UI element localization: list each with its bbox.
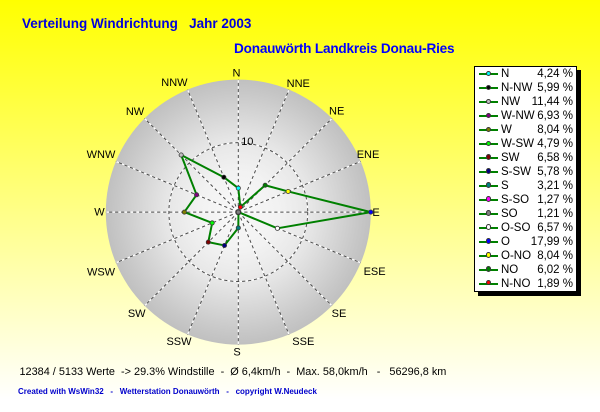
svg-text:10: 10	[241, 136, 253, 148]
svg-text:NNW: NNW	[161, 77, 188, 89]
svg-text:NW: NW	[126, 106, 145, 118]
svg-text:N: N	[233, 68, 241, 80]
svg-text:SSE: SSE	[292, 336, 314, 348]
svg-text:E: E	[372, 207, 379, 219]
svg-text:SE: SE	[332, 308, 347, 320]
svg-text:WNW: WNW	[87, 149, 116, 161]
svg-text:ENE: ENE	[357, 149, 380, 161]
svg-text:WSW: WSW	[87, 267, 116, 279]
svg-text:S: S	[233, 347, 240, 359]
svg-text:NNE: NNE	[287, 78, 310, 90]
svg-text:SSW: SSW	[166, 336, 192, 348]
svg-text:SW: SW	[128, 308, 146, 320]
svg-text:ESE: ESE	[364, 266, 386, 278]
svg-text:NE: NE	[329, 105, 344, 117]
svg-text:W: W	[94, 206, 105, 218]
